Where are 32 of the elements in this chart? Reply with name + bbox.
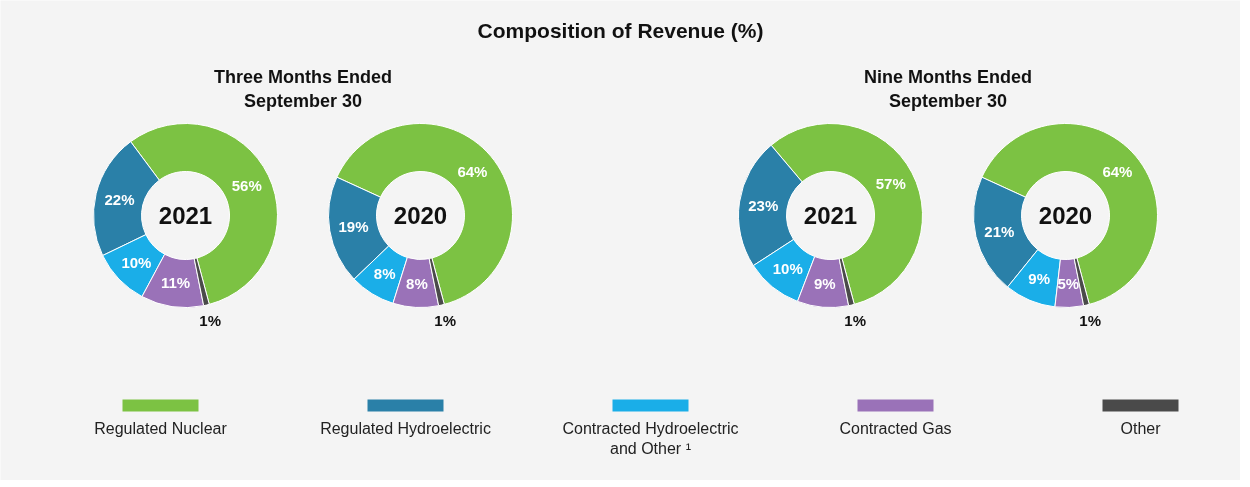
legend-label: Contracted Hydroelectric and Other ¹ <box>562 419 739 457</box>
data-label: 64% <box>1102 163 1133 181</box>
data-label: 5% <box>1057 274 1080 292</box>
data-label: 64% <box>457 163 488 181</box>
data-label: 8% <box>373 264 396 282</box>
data-label: 8% <box>406 274 428 292</box>
data-label: 9% <box>813 274 836 292</box>
legend-label: Contracted Gas <box>839 419 952 437</box>
legend-label: Regulated Hydroelectric <box>320 419 491 437</box>
chart-subtitle: Nine Months Ended September 30 <box>864 66 1032 111</box>
chart-title: Composition of Revenue (%) <box>477 19 764 42</box>
data-label: 10% <box>121 254 152 272</box>
data-label: 9% <box>1028 269 1050 287</box>
data-label: 22% <box>104 190 135 208</box>
text: 2021 <box>803 202 858 229</box>
data-label: 57% <box>875 175 906 193</box>
data-label: 10% <box>772 259 803 277</box>
data-label: 1% <box>1079 312 1102 330</box>
data-label: 11% <box>160 274 191 292</box>
data-label: 1% <box>199 312 222 330</box>
data-label: 1% <box>844 312 867 330</box>
legend-label: Regulated Nuclear <box>94 419 228 437</box>
text: 2021 <box>158 202 213 229</box>
data-label: 1% <box>434 312 457 330</box>
data-label: 23% <box>748 197 779 215</box>
data-label: 56% <box>231 177 262 195</box>
text: 2020 <box>1038 202 1093 229</box>
data-label: 21% <box>984 222 1015 240</box>
chart-subtitle: Three Months Ended September 30 <box>214 66 393 111</box>
data-label: 19% <box>338 218 369 236</box>
text: 2020 <box>393 202 448 229</box>
legend-label: Other <box>1120 419 1162 437</box>
